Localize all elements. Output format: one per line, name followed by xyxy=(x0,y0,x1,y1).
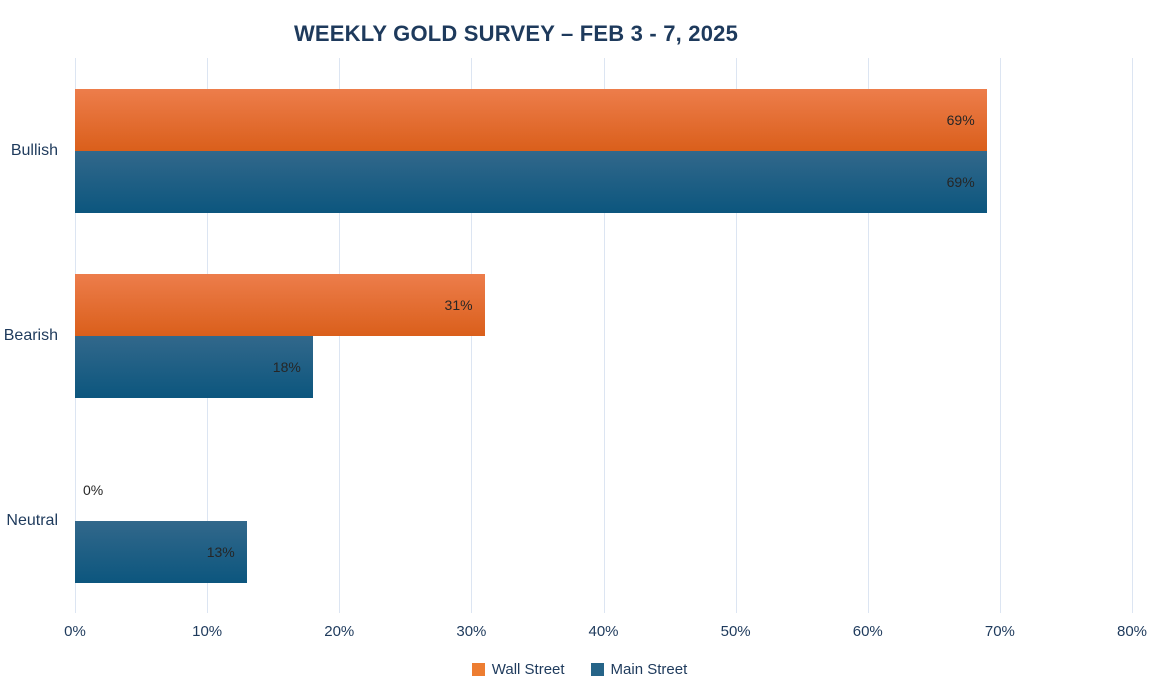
bar-rows: Bullish 69% 69% Bearish 31% 18% Neutral 0% 13% xyxy=(4,58,1132,613)
bar-wall-street-bearish: 31% xyxy=(75,273,485,336)
x-tick-label-70%: 70% xyxy=(984,623,1015,640)
legend: Wall Street Main Street xyxy=(0,656,1159,682)
gridline-20% xyxy=(339,58,341,613)
gridline-60% xyxy=(867,58,869,613)
bar-main-street-bullish: 69% xyxy=(75,150,987,213)
legend-item-main-street: Main Street xyxy=(590,660,688,678)
bar-main-street-bearish: 18% xyxy=(75,335,313,398)
x-tick-label-80%: 80% xyxy=(1116,623,1148,640)
gridline-70% xyxy=(999,58,1001,613)
x-tick-label-50%: 50% xyxy=(720,623,751,640)
gridline-80% xyxy=(1132,58,1133,613)
bar-slot-main-street-bearish: 18% xyxy=(75,335,1132,398)
value-label-wall-street-bearish: 31% xyxy=(444,296,473,313)
x-tick-label-60%: 60% xyxy=(852,623,883,640)
legend-swatch-main-street xyxy=(590,662,604,676)
x-tick-label-10%: 10% xyxy=(192,623,223,640)
x-tick-label-30%: 30% xyxy=(456,623,487,640)
chart-title: WEEKLY GOLD SURVEY – FEB 3 - 7, 2025 xyxy=(293,21,739,46)
value-label-wall-street-bullish: 69% xyxy=(946,111,975,128)
bars-group-neutral: 0% 13% xyxy=(75,428,1132,613)
x-axis: 0% 10% 20% 30% 40% 50% 60% 70% 80% xyxy=(64,613,1147,643)
bar-slot-wall-street-neutral: 0% xyxy=(75,459,1132,521)
x-tick-label-0%: 0% xyxy=(64,623,86,640)
bar-wall-street-bullish: 69% xyxy=(75,88,987,151)
category-label-neutral: Neutral xyxy=(6,511,58,529)
bar-slot-main-street-bullish: 69% xyxy=(75,150,1132,213)
bar-main-street-neutral: 13% xyxy=(75,520,247,583)
legend-label-main-street: Main Street xyxy=(610,660,688,678)
gridline-50% xyxy=(735,58,737,613)
value-label-main-street-bearish: 18% xyxy=(272,358,301,375)
bar-slot-wall-street-bullish: 69% xyxy=(75,88,1132,151)
bar-slot-main-street-neutral: 13% xyxy=(75,520,1132,583)
value-label-wall-street-neutral: 0% xyxy=(83,481,104,498)
plot-area: Bullish 69% 69% Bearish 31% 18% Neutral 0% 13% xyxy=(4,58,1133,613)
category-row-bearish: Bearish 31% 18% xyxy=(4,243,1132,428)
category-row-neutral: Neutral 0% 13% xyxy=(6,428,1132,613)
legend-item-wall-street: Wall Street xyxy=(471,660,565,678)
bar-slot-wall-street-bearish: 31% xyxy=(75,273,1132,336)
value-label-main-street-bullish: 69% xyxy=(946,173,975,190)
legend-label-wall-street: Wall Street xyxy=(491,660,565,678)
gridline-40% xyxy=(603,58,605,613)
x-tick-label-20%: 20% xyxy=(324,623,355,640)
x-tick-label-40%: 40% xyxy=(588,623,619,640)
gridline-30% xyxy=(471,58,473,613)
bars-group-bearish: 31% 18% xyxy=(75,243,1132,428)
category-label-bullish: Bullish xyxy=(10,141,58,159)
category-row-bullish: Bullish 69% 69% xyxy=(11,58,1132,243)
bars-group-bullish: 69% 69% xyxy=(75,58,1132,243)
value-label-main-street-neutral: 13% xyxy=(206,543,235,560)
legend-swatch-wall-street xyxy=(471,662,485,676)
category-label-bearish: Bearish xyxy=(3,326,58,344)
